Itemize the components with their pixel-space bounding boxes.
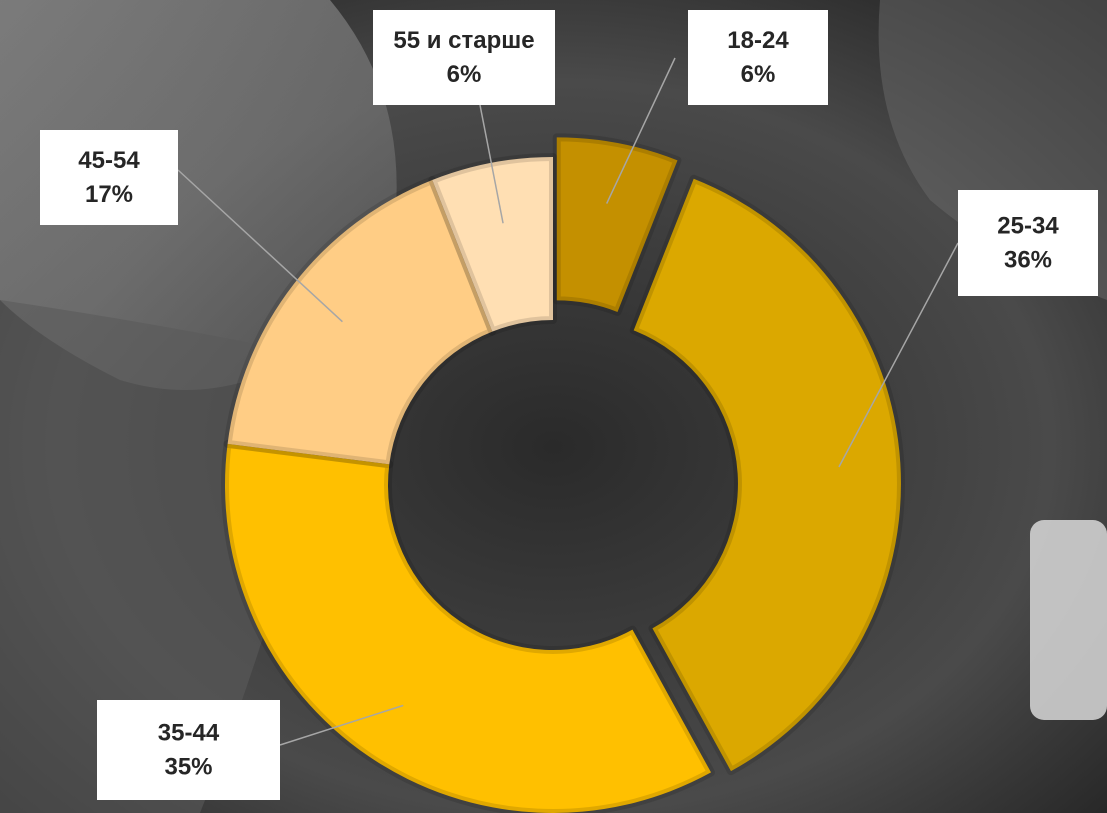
category-label: 25-34 [997, 212, 1059, 239]
value-label: 35% [164, 753, 212, 780]
value-label: 6% [741, 61, 776, 88]
background-shape [1030, 520, 1107, 720]
category-label: 18-24 [727, 27, 789, 54]
value-label: 17% [85, 181, 133, 208]
chart: 18-24 6% 25-34 36% 35-44 35% 45-54 17% 55 и стар… [0, 0, 1107, 813]
label-box [958, 190, 1098, 296]
label-box [40, 130, 178, 225]
value-label: 36% [1004, 246, 1052, 273]
category-label: 45-54 [78, 147, 140, 174]
label-box [688, 10, 828, 105]
value-label: 6% [447, 61, 482, 88]
label-box [97, 700, 280, 800]
category-label: 55 и старше [393, 27, 534, 54]
category-label: 35-44 [158, 719, 220, 746]
label-box [373, 10, 555, 105]
